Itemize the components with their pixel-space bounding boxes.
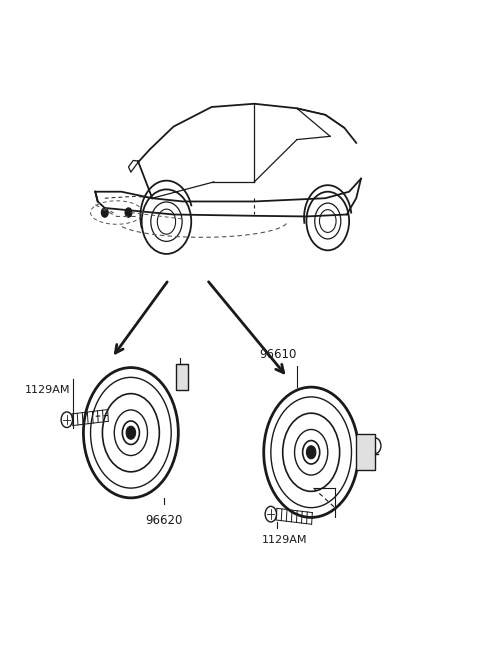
Circle shape xyxy=(302,441,320,464)
Circle shape xyxy=(61,412,72,428)
Text: 96620: 96620 xyxy=(145,514,183,527)
Text: 96610: 96610 xyxy=(259,348,297,361)
Circle shape xyxy=(122,421,139,444)
Circle shape xyxy=(265,507,276,522)
Circle shape xyxy=(306,445,316,459)
Circle shape xyxy=(126,426,136,440)
Text: 1129AM: 1129AM xyxy=(25,386,71,396)
FancyBboxPatch shape xyxy=(356,434,375,470)
Circle shape xyxy=(125,208,132,217)
Circle shape xyxy=(101,208,108,217)
Text: 1129AM: 1129AM xyxy=(263,535,308,545)
FancyBboxPatch shape xyxy=(176,365,188,390)
